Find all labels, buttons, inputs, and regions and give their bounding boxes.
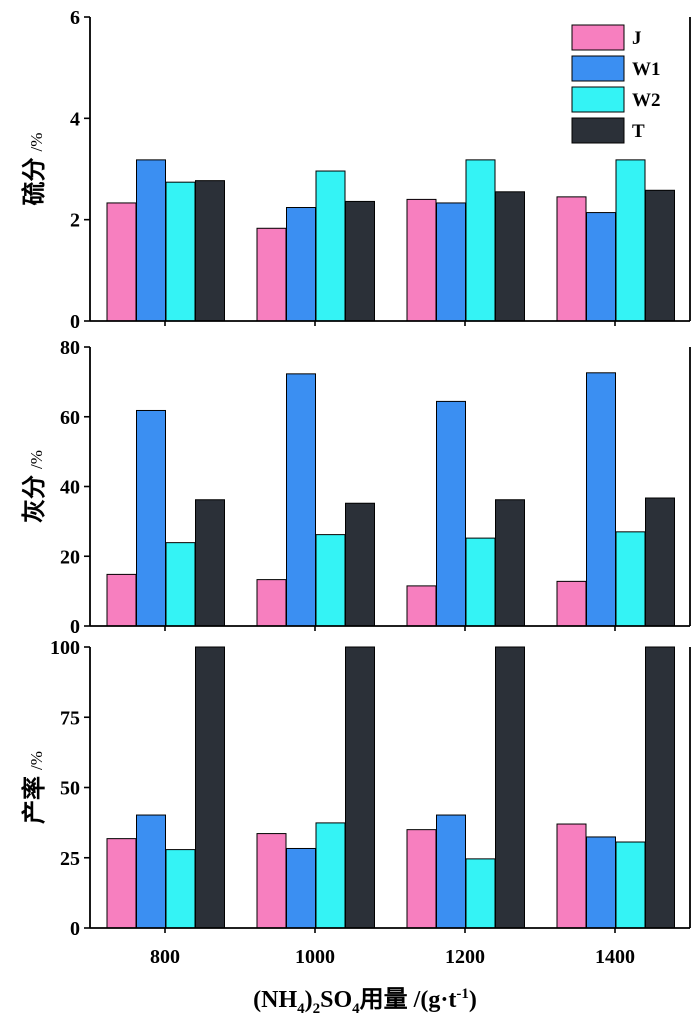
panel-2: 0 20 40 60 80 灰分 /% xyxy=(21,337,691,638)
bar-w1-1200 xyxy=(436,814,466,929)
bar-j-1400 xyxy=(556,823,587,929)
bar-w1-1400 xyxy=(586,372,616,627)
panel-1-y-label: 硫分 /% xyxy=(20,133,48,206)
legend-swatch-j xyxy=(571,24,625,51)
bar-w1-800 xyxy=(136,409,166,627)
legend-swatch-t xyxy=(571,117,625,144)
legend-swatch-w2 xyxy=(571,86,625,113)
x-axis-tick-labels: 800 1000 1200 1400 xyxy=(150,946,635,968)
y-tick-label: 0 xyxy=(70,918,80,940)
y-tick-label: 6 xyxy=(70,7,80,29)
bar-t-1000 xyxy=(345,502,375,627)
panel-3: 0 25 50 75 100 产率 /% xyxy=(20,637,691,940)
y-tick-label: 75 xyxy=(60,707,80,729)
x-tick-label-1200: 1200 xyxy=(445,946,485,968)
bar-j-1200 xyxy=(406,198,437,322)
bar-w1-1000 xyxy=(286,207,316,322)
bar-w2-1200 xyxy=(465,537,496,627)
bar-w2-1200 xyxy=(465,159,496,322)
x-axis-label: (NH4)2SO4用量 /(g·t-1) xyxy=(253,986,477,1017)
bar-j-1000 xyxy=(256,227,287,322)
bar-w1-800 xyxy=(136,814,166,929)
y-tick-label: 80 xyxy=(60,337,80,359)
bar-w2-1400 xyxy=(615,531,646,627)
bar-w2-800 xyxy=(165,181,196,322)
chart-panels: 0 2 4 6 硫分 /% 0 20 40 60 80 灰分 /% 0 25 50 75 100 产率 /% xyxy=(20,7,691,940)
panel-3-y-label: 产率 /% xyxy=(20,751,48,824)
bar-w1-1000 xyxy=(286,373,316,627)
bar-t-1200 xyxy=(495,191,525,322)
y-label-name: 硫分 xyxy=(20,151,48,205)
x-tick-label-1400: 1400 xyxy=(595,946,635,968)
y-label-unit: /% xyxy=(27,133,46,152)
bar-j-800 xyxy=(106,202,137,322)
y-tick-label: 50 xyxy=(60,778,80,800)
legend: J W1 W2 T xyxy=(571,24,661,144)
bar-w2-800 xyxy=(165,849,196,929)
bar-t-1200 xyxy=(495,499,525,627)
bar-w1-1400 xyxy=(586,212,616,322)
bar-t-800 xyxy=(195,646,225,929)
bar-w1-1400 xyxy=(586,836,616,929)
legend-swatch-w1 xyxy=(571,55,625,82)
bar-j-1200 xyxy=(406,829,437,929)
legend-label-j: J xyxy=(632,28,642,49)
y-tick-label: 4 xyxy=(70,108,80,130)
bar-t-1000 xyxy=(345,200,375,322)
bar-w2-1000 xyxy=(315,822,346,929)
bar-j-1000 xyxy=(256,833,287,929)
bar-w2-1000 xyxy=(315,170,346,322)
panel-2-y-label: 灰分 /% xyxy=(21,450,48,523)
bar-j-800 xyxy=(106,573,137,627)
y-tick-label: 20 xyxy=(60,546,80,568)
bar-w2-1400 xyxy=(615,159,646,322)
bar-t-800 xyxy=(195,499,225,627)
y-label-name: 灰分 xyxy=(21,469,48,523)
y-tick-label: 0 xyxy=(70,311,80,333)
y-tick-label: 100 xyxy=(50,637,80,659)
bar-w1-1200 xyxy=(436,202,466,322)
bar-j-800 xyxy=(106,838,137,929)
bar-j-1000 xyxy=(256,579,287,627)
y-label-unit: /% xyxy=(27,450,46,469)
y-tick-label: 25 xyxy=(60,848,80,870)
bar-t-1200 xyxy=(495,646,525,929)
y-tick-label: 60 xyxy=(60,407,80,429)
bar-w2-1400 xyxy=(615,841,646,929)
panel-1: 0 2 4 6 硫分 /% xyxy=(20,7,691,333)
bar-w1-1000 xyxy=(286,847,316,929)
bar-t-1400 xyxy=(645,646,675,929)
panel-1-bars xyxy=(106,159,675,322)
bar-t-800 xyxy=(195,180,225,322)
legend-label-t: T xyxy=(632,121,645,142)
y-label-name: 产率 xyxy=(20,770,48,824)
panel-2-bars xyxy=(106,372,675,627)
panel-3-bars xyxy=(106,646,675,929)
bar-w2-1200 xyxy=(465,858,496,929)
bar-j-1400 xyxy=(556,196,587,322)
legend-label-w2: W2 xyxy=(632,90,661,111)
bar-j-1200 xyxy=(406,585,437,627)
bar-t-1000 xyxy=(345,646,375,929)
bar-w2-1000 xyxy=(315,534,346,627)
bar-w1-1200 xyxy=(436,400,466,627)
bar-w1-800 xyxy=(136,159,166,322)
y-tick-label: 40 xyxy=(60,477,80,499)
y-tick-label: 2 xyxy=(70,210,80,232)
bar-t-1400 xyxy=(645,189,675,322)
x-tick-label-800: 800 xyxy=(150,946,180,968)
legend-label-w1: W1 xyxy=(632,59,661,80)
y-tick-label: 0 xyxy=(70,616,80,638)
bar-j-1400 xyxy=(556,580,587,627)
x-tick-label-1000: 1000 xyxy=(295,946,335,968)
bar-t-1400 xyxy=(645,497,675,627)
bar-w2-800 xyxy=(165,542,196,627)
y-label-unit: /% xyxy=(27,751,46,770)
